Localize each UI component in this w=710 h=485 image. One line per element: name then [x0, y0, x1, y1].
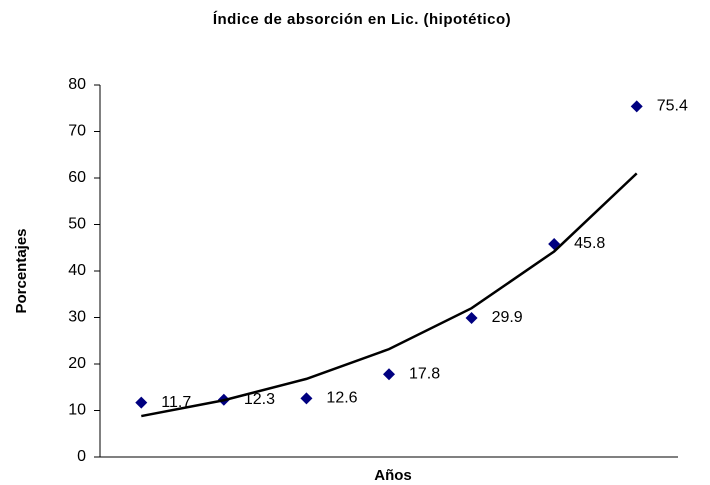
point	[630, 100, 643, 113]
data-label: 45.8	[574, 235, 605, 252]
chart-title: Índice de absorción en Lic. (hipotético)	[213, 11, 511, 28]
x-axis-title: Años	[374, 467, 412, 484]
point	[383, 368, 395, 381]
y-tick-label: 70	[68, 123, 86, 140]
y-tick-label: 50	[68, 216, 86, 233]
data-label: 75.4	[657, 98, 688, 115]
y-tick-label: 10	[68, 402, 86, 419]
data-label: 29.9	[492, 309, 523, 326]
data-label: 12.6	[326, 390, 357, 407]
y-tick-label: 80	[68, 76, 86, 93]
y-tick-label: 20	[68, 355, 86, 372]
point	[135, 396, 148, 409]
y-tick-label: 60	[68, 169, 86, 186]
data-label: 11.7	[161, 394, 191, 411]
y-tick-label: 40	[68, 262, 86, 279]
y-axis-title: Porcentajes	[13, 228, 30, 313]
trend-line	[141, 172, 638, 418]
y-tick-label: 30	[68, 309, 86, 326]
point	[300, 392, 313, 405]
data-label: 12.3	[244, 391, 275, 408]
data-label: 17.8	[409, 365, 440, 382]
point	[465, 311, 478, 324]
y-tick-label: 0	[77, 448, 86, 465]
